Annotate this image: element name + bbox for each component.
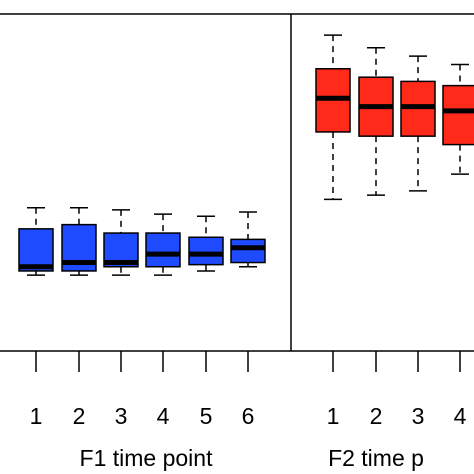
box-2-4: 4: [442, 63, 474, 429]
iqr-box: [145, 232, 181, 268]
box-2-1: 1: [315, 34, 351, 429]
x-tick-label: 4: [454, 403, 467, 429]
x-tick-label: 6: [242, 403, 255, 429]
iqr-box: [230, 238, 266, 264]
box-1-1: 1: [18, 207, 54, 429]
x-tick-label: 2: [370, 403, 383, 429]
x-tick-label: 2: [73, 403, 86, 429]
box-2-2: 2: [358, 46, 394, 429]
x-tick-label: 3: [115, 403, 128, 429]
box-2-3: 3: [400, 55, 436, 429]
x-tick-label: 1: [327, 403, 340, 429]
box-1-6: 6: [230, 211, 266, 429]
iqr-box: [188, 236, 224, 266]
box-1-4: 4: [145, 213, 181, 429]
iqr-box: [18, 228, 54, 272]
box-1-5: 5: [188, 215, 224, 429]
panel-2: 1 2 3 4 F2 time p: [315, 34, 474, 471]
x-tick-label: 5: [200, 403, 213, 429]
x-tick-label: 3: [412, 403, 425, 429]
box-1-2: 2: [61, 207, 97, 429]
box-1-3: 3: [103, 209, 139, 429]
panel-1: 1 2 3 4 5 6 F1 time point: [18, 207, 266, 471]
x-axis-title: F1 time point: [80, 445, 214, 471]
x-tick-label: 1: [30, 403, 43, 429]
x-axis-title: F2 time p: [328, 445, 424, 471]
iqr-box: [442, 84, 474, 146]
x-tick-label: 4: [157, 403, 170, 429]
